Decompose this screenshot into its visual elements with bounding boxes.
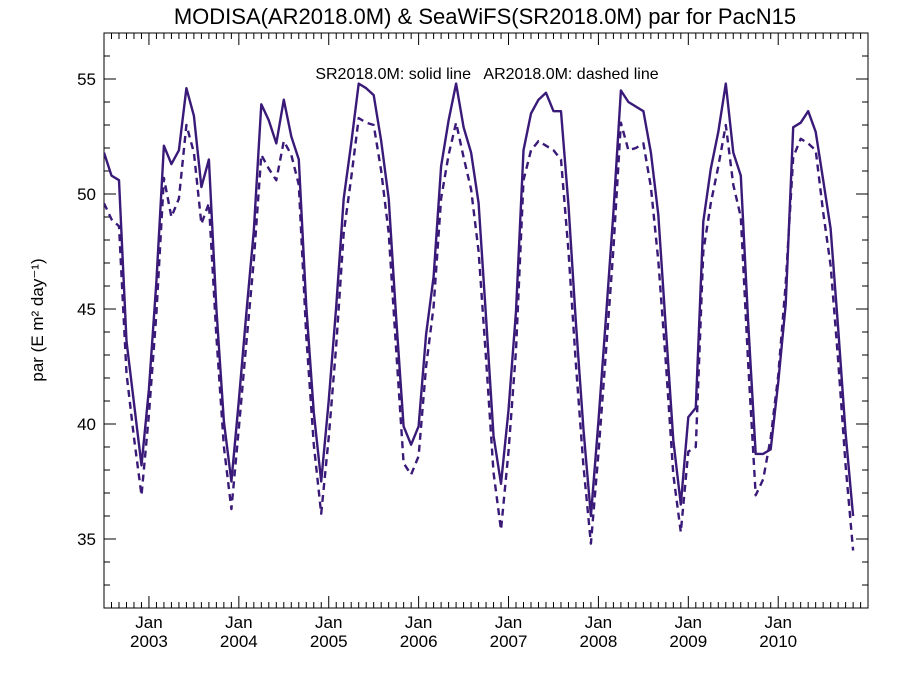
x-tick-month-label: Jan <box>405 613 432 632</box>
ar2018-dashed-line <box>104 116 855 551</box>
y-tick-label: 45 <box>77 300 96 319</box>
x-tick-month-label: Jan <box>675 613 702 632</box>
sr2018-solid-line <box>104 82 855 518</box>
x-tick-month-label: Jan <box>225 613 252 632</box>
x-axis-ticks: Jan2003Jan2004Jan2005Jan2006Jan2007Jan20… <box>103 33 862 651</box>
y-axis-label: par (E m² day⁻¹) <box>28 258 47 381</box>
x-tick-month-label: Jan <box>585 613 612 632</box>
chart-title: MODISA(AR2018.0M) & SeaWiFS(SR2018.0M) p… <box>174 4 796 29</box>
y-tick-label: 40 <box>77 415 96 434</box>
legend-note: SR2018.0M: solid line AR2018.0M: dashed … <box>315 66 658 83</box>
x-tick-year-label: 2007 <box>490 632 528 651</box>
x-tick-year-label: 2006 <box>400 632 438 651</box>
x-tick-month-label: Jan <box>315 613 342 632</box>
x-tick-month-label: Jan <box>764 613 791 632</box>
x-tick-month-label: Jan <box>135 613 162 632</box>
x-tick-year-label: 2009 <box>669 632 707 651</box>
series-lines <box>104 82 855 551</box>
x-tick-year-label: 2010 <box>759 632 797 651</box>
x-tick-year-label: 2008 <box>580 632 618 651</box>
x-tick-year-label: 2003 <box>130 632 168 651</box>
x-tick-month-label: Jan <box>495 613 522 632</box>
y-axis-ticks: 35 40 45 50 55 <box>77 32 868 609</box>
y-tick-label: 55 <box>77 70 96 89</box>
x-tick-year-label: 2005 <box>310 632 348 651</box>
y-tick-label: 50 <box>77 185 96 204</box>
y-tick-label: 35 <box>77 530 96 549</box>
x-tick-year-label: 2004 <box>220 632 258 651</box>
